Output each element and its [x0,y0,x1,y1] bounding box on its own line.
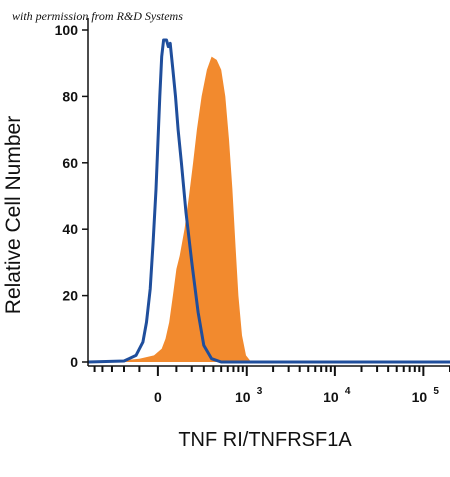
y-tick-label: 0 [70,354,78,370]
y-tick-label: 100 [55,22,79,38]
x-tick-label: 10 [412,389,428,405]
y-ticks: 0 20 40 60 80 100 [55,22,88,370]
x-tick-label: 10 [235,389,251,405]
x-axis-label: TNF RI/TNFRSF1A [178,429,352,451]
watermark: with permission from R&D Systems [12,9,183,23]
x-tick-label: 10 [323,389,339,405]
x-ticks: 0 10 3 10 4 10 5 [93,366,450,405]
y-tick-label: 60 [62,155,78,171]
x-tick-exponent: 4 [345,386,351,397]
x-tick-exponent: 5 [433,386,439,397]
series-1-outline-histogram [87,38,450,364]
y-axis-label: Relative Cell Number [2,116,25,314]
plot-area [87,38,450,364]
x-tick-label: 0 [154,389,162,405]
y-tick-label: 20 [62,288,78,304]
x-tick-exponent: 3 [257,386,263,397]
axes [87,18,450,367]
y-tick-label: 40 [62,221,78,237]
series-0-filled-histogram [88,56,450,362]
y-tick-label: 80 [62,88,78,104]
